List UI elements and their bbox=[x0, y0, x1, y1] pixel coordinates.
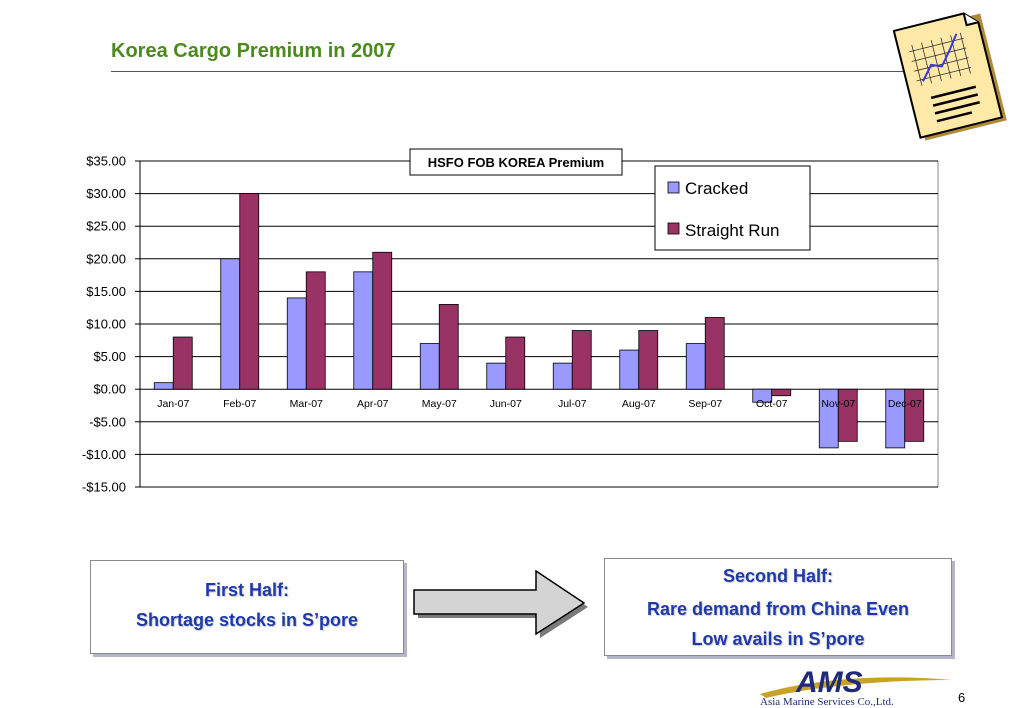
y-tick-label: $10.00 bbox=[86, 317, 126, 332]
ams-logo: AMS bbox=[760, 666, 952, 699]
x-tick-label: Jul-07 bbox=[558, 398, 587, 410]
bar-straight-run bbox=[438, 304, 459, 390]
bar-straight-run bbox=[172, 336, 193, 390]
bar-straight-run bbox=[305, 271, 326, 390]
bar-cracked bbox=[685, 343, 706, 390]
y-tick-label: -$15.00 bbox=[82, 480, 126, 495]
logo-wordmark: AMS bbox=[795, 666, 863, 699]
bars bbox=[153, 193, 925, 449]
x-tick-label: Sep-07 bbox=[688, 398, 722, 410]
logo-caption: Asia Marine Services Co.,Ltd. bbox=[760, 696, 894, 708]
x-tick-label: Apr-07 bbox=[357, 398, 389, 410]
y-tick-label: $15.00 bbox=[86, 284, 126, 299]
x-tick-label: Oct-07 bbox=[756, 398, 788, 410]
second-half-line-1: Rare demand from China Even bbox=[646, 599, 910, 619]
bar-cracked bbox=[486, 362, 507, 390]
bar-cracked bbox=[286, 297, 307, 390]
y-tick-label: $0.00 bbox=[93, 382, 126, 397]
bar-straight-run bbox=[505, 336, 526, 390]
bar-straight-run bbox=[904, 388, 925, 442]
second-half-callout: Second Half: Rare demand from China Even… bbox=[604, 558, 952, 656]
bar-straight-run bbox=[372, 251, 393, 390]
bar-straight-run bbox=[638, 330, 659, 390]
second-half-line-2: Low avails in S’pore bbox=[691, 629, 865, 649]
y-tick-label: $5.00 bbox=[93, 349, 126, 364]
bar-cracked bbox=[153, 382, 174, 390]
y-tick-label: $30.00 bbox=[86, 186, 126, 201]
bar-cracked bbox=[220, 258, 241, 390]
y-tick-label: $20.00 bbox=[86, 251, 126, 266]
title-divider bbox=[111, 71, 911, 72]
y-tick-label: -$10.00 bbox=[82, 447, 126, 462]
bar-cracked bbox=[552, 362, 573, 390]
x-tick-label: Nov-07 bbox=[821, 398, 855, 410]
x-tick-label: Jan-07 bbox=[157, 398, 189, 410]
first-half-text: Shortage stocks in S’pore bbox=[135, 610, 359, 630]
chart-document-icon bbox=[893, 12, 1007, 141]
x-tick-label: Mar-07 bbox=[290, 398, 323, 410]
bar-straight-run bbox=[239, 193, 260, 390]
bar-cracked bbox=[353, 271, 374, 390]
bar-straight-run bbox=[704, 317, 725, 390]
y-tick-label: -$5.00 bbox=[89, 414, 126, 429]
y-tick-label: $25.00 bbox=[86, 219, 126, 234]
legend-label-cracked: Cracked bbox=[685, 179, 748, 198]
x-axis-labels: Jan-07 Feb-07 Mar-07 Apr-07 May-07 Jun-07 Jul-… bbox=[157, 398, 922, 410]
x-tick-label: Jun-07 bbox=[490, 398, 522, 410]
bar-cracked bbox=[419, 343, 440, 390]
x-tick-label: May-07 bbox=[422, 398, 457, 410]
y-axis-labels: $35.00 $30.00 $25.00 $20.00 $15.00 $10.00 $5.0… bbox=[82, 154, 126, 495]
bar-straight-run bbox=[837, 388, 858, 442]
y-tick-label: $35.00 bbox=[86, 154, 126, 169]
chart-title-box: HSFO FOB KOREA Premium bbox=[409, 148, 623, 176]
legend-swatch-cracked bbox=[667, 181, 680, 194]
bar-cracked bbox=[619, 349, 640, 390]
legend-label-straight-run: Straight Run bbox=[685, 221, 780, 240]
second-half-heading: Second Half: bbox=[722, 566, 833, 586]
right-arrow-icon bbox=[413, 570, 588, 638]
x-tick-label: Dec-07 bbox=[888, 398, 922, 410]
first-half-callout: First Half: Shortage stocks in S’pore bbox=[90, 560, 404, 654]
legend: Cracked Straight Run bbox=[654, 165, 811, 251]
slide-title: Korea Cargo Premium in 2007 bbox=[111, 40, 396, 62]
x-tick-label: Feb-07 bbox=[223, 398, 256, 410]
first-half-heading: First Half: bbox=[204, 580, 289, 600]
x-tick-label: Aug-07 bbox=[622, 398, 656, 410]
bar-straight-run bbox=[571, 330, 592, 390]
chart-title: HSFO FOB KOREA Premium bbox=[428, 155, 604, 170]
gridlines bbox=[135, 160, 938, 488]
page-number: 6 bbox=[958, 690, 966, 705]
legend-swatch-straight-run bbox=[667, 222, 680, 235]
bar-straight-run bbox=[771, 388, 792, 397]
